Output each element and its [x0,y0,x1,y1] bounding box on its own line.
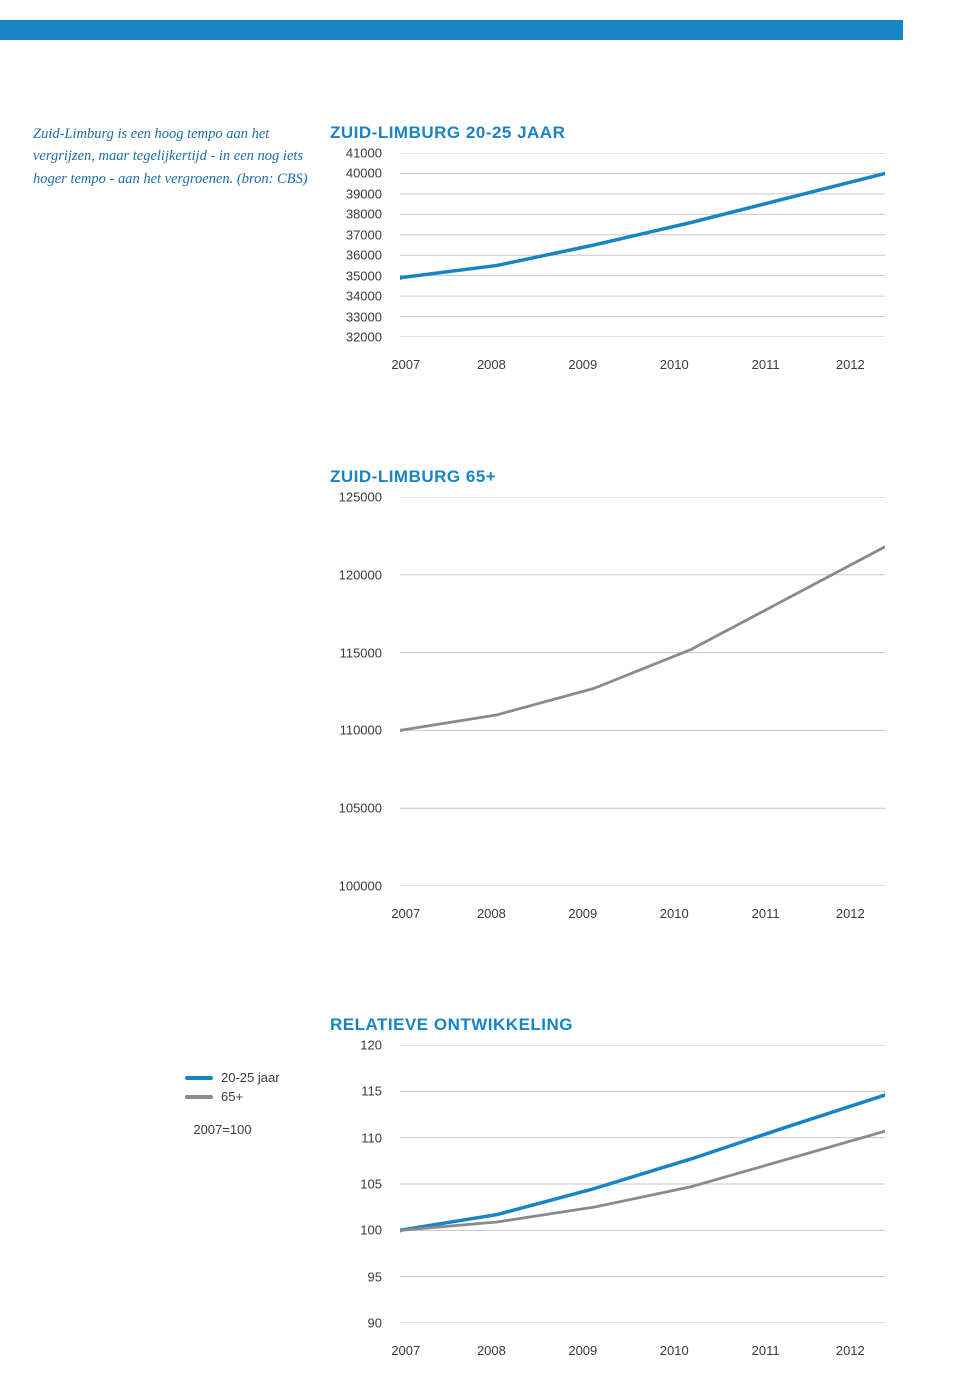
y-tick-label: 105 [360,1177,382,1192]
chart-relative: RELATIEVE ONTWIKKELING 90951001051101151… [330,1015,885,1323]
y-tick-label: 33000 [346,309,382,324]
chart1-y-axis: 3200033000340003500036000370003800039000… [330,153,390,337]
x-tick-label: 2010 [660,906,689,926]
x-tick-label: 2008 [477,357,506,377]
x-tick-label: 2011 [752,357,780,377]
legend-item: 20-25 jaar [185,1070,280,1085]
chart3-title: RELATIEVE ONTWIKKELING [330,1015,885,1035]
y-tick-label: 35000 [346,268,382,283]
x-tick-label: 2011 [752,1343,780,1363]
y-tick-label: 120 [360,1038,382,1053]
x-tick-label: 2012 [836,1343,865,1363]
y-tick-label: 105000 [339,801,382,816]
y-tick-label: 90 [368,1316,382,1331]
y-tick-label: 36000 [346,248,382,263]
y-tick-label: 115 [361,1084,382,1099]
y-tick-label: 110000 [340,723,382,738]
legend-label: 20-25 jaar [221,1070,280,1085]
chart3-y-axis: 9095100105110115120 [330,1045,390,1323]
y-tick-label: 125000 [339,490,382,505]
chart2-y-axis: 100000105000110000115000120000125000 [330,497,390,886]
x-tick-label: 2008 [477,1343,506,1363]
x-tick-label: 2011 [752,906,780,926]
x-tick-label: 2008 [477,906,506,926]
x-tick-label: 2007 [391,1343,420,1363]
legend: 20-25 jaar 65+ 2007=100 [185,1070,280,1137]
x-tick-label: 2010 [660,357,689,377]
chart-65plus: ZUID-LIMBURG 65+ 10000010500011000011500… [330,467,885,886]
top-bar [0,20,903,40]
chart2-plot [400,497,885,886]
y-tick-label: 100000 [339,879,382,894]
y-tick-label: 38000 [346,207,382,222]
x-tick-label: 2009 [568,1343,597,1363]
y-tick-label: 120000 [339,567,382,582]
y-tick-label: 95 [368,1269,382,1284]
y-tick-label: 115000 [340,645,382,660]
x-tick-label: 2012 [836,357,865,377]
y-tick-label: 32000 [346,330,382,345]
x-tick-label: 2009 [568,906,597,926]
legend-swatch [185,1095,213,1099]
chart1-x-axis: 200720082009201020112012 [400,357,885,377]
y-tick-label: 40000 [346,166,382,181]
legend-item: 65+ [185,1089,280,1104]
chart2-x-axis: 200720082009201020112012 [400,906,885,926]
chart1-title: ZUID-LIMBURG 20-25 JAAR [330,123,885,143]
x-tick-label: 2007 [391,357,420,377]
y-tick-label: 39000 [346,186,382,201]
y-tick-label: 34000 [346,289,382,304]
legend-label: 65+ [221,1089,243,1104]
x-tick-label: 2007 [391,906,420,926]
chart-20-25: ZUID-LIMBURG 20-25 JAAR 3200033000340003… [330,123,885,337]
chart3-x-axis: 200720082009201020112012 [400,1343,885,1363]
chart3-plot [400,1045,885,1323]
y-tick-label: 110 [361,1130,382,1145]
x-tick-label: 2009 [568,357,597,377]
x-tick-label: 2012 [836,906,865,926]
legend-swatch [185,1076,213,1080]
legend-note: 2007=100 [185,1122,280,1137]
intro-text: Zuid-Limburg is een hoog tempo aan het v… [33,123,308,190]
y-tick-label: 100 [360,1223,382,1238]
x-tick-label: 2010 [660,1343,689,1363]
chart1-plot [400,153,885,337]
y-tick-label: 41000 [346,146,382,161]
chart2-title: ZUID-LIMBURG 65+ [330,467,885,487]
y-tick-label: 37000 [346,227,382,242]
